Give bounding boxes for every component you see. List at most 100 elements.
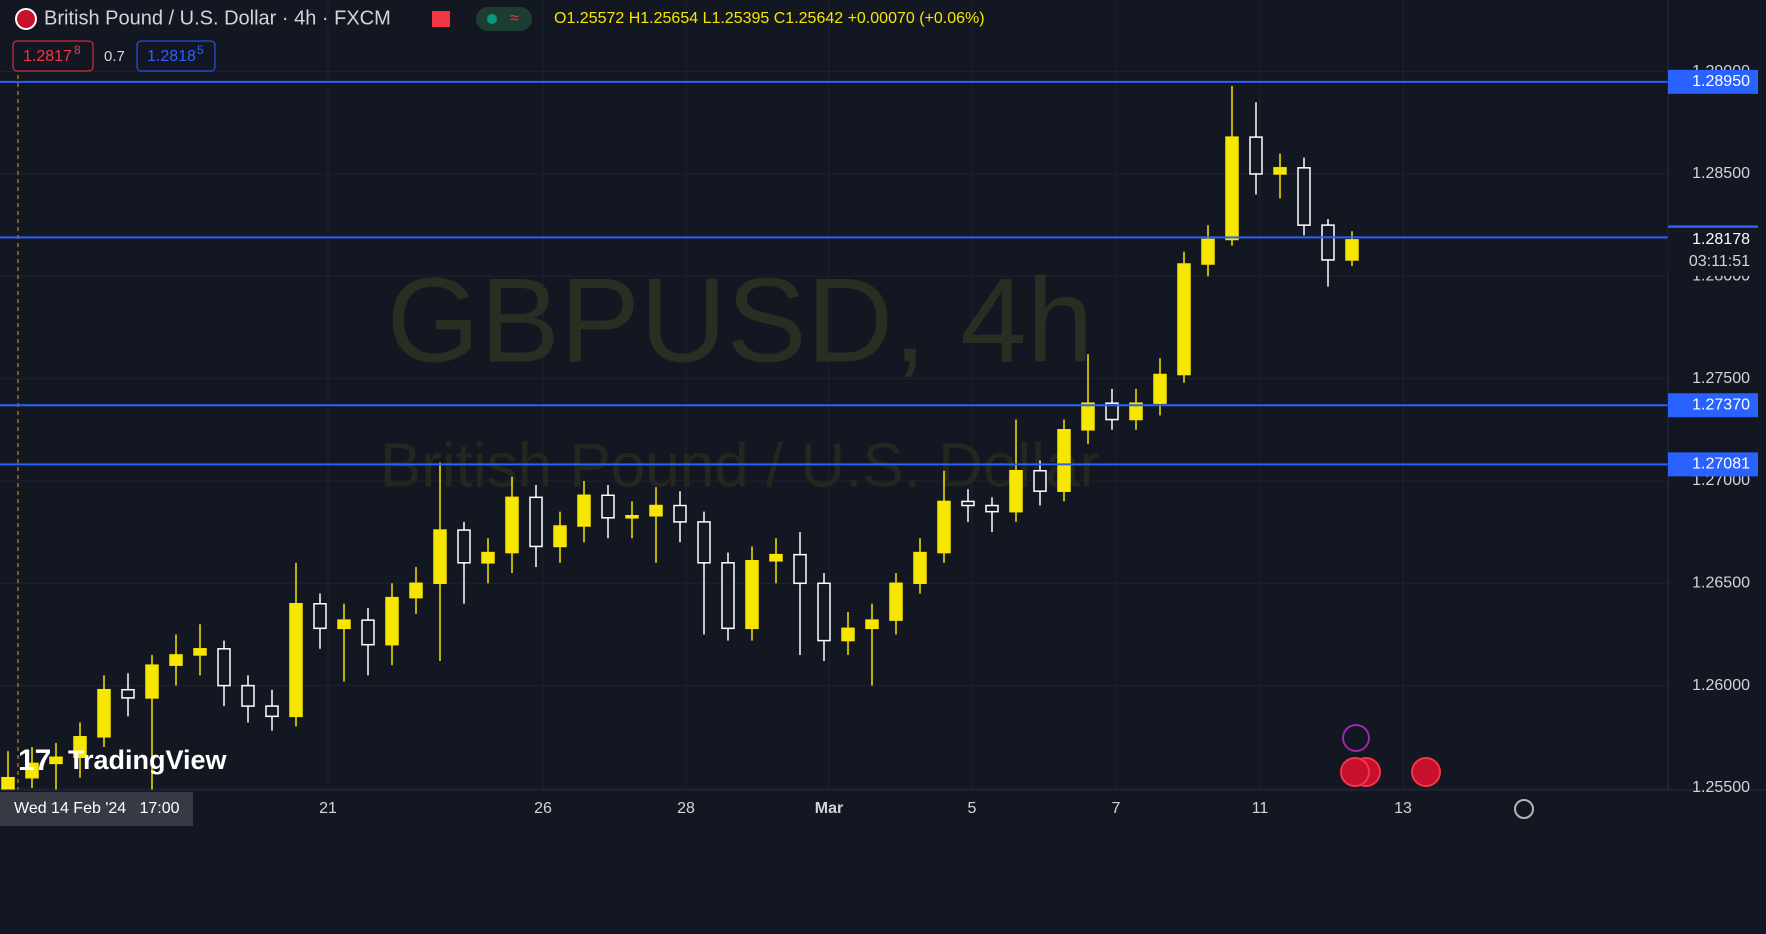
event-icon[interactable]: [1340, 757, 1370, 787]
buy-price[interactable]: 1.2818: [147, 48, 196, 65]
candle-body: [1345, 239, 1359, 261]
sell-price[interactable]: 1.2817: [23, 48, 72, 65]
symbol-title[interactable]: British Pound / U.S. Dollar · 4h · FXCM: [44, 7, 391, 29]
level-price-tag: [1668, 452, 1758, 477]
event-icon[interactable]: [1411, 757, 1441, 787]
level-price-tag: [1668, 393, 1758, 418]
candle-body: [1153, 373, 1167, 404]
candle-body: [985, 504, 999, 513]
candle-body: [697, 521, 711, 564]
market-closed-icon: [432, 11, 450, 27]
levels: [0, 80, 1668, 466]
candle-body: [1129, 402, 1143, 421]
time-axis-bg: [0, 790, 1766, 934]
candle-body: [745, 560, 759, 630]
candle-body: [793, 553, 807, 585]
watermark: GBPUSD, 4h: [387, 254, 1094, 388]
y-tick-label: 1.26000: [1692, 677, 1750, 694]
level-price-label: 1.28950: [1692, 73, 1750, 90]
candle-body: [1249, 136, 1263, 175]
candle-body: [457, 529, 471, 564]
candle-body: [505, 496, 519, 554]
status-wave: ≈: [510, 10, 519, 27]
candle-body: [529, 496, 543, 548]
sell-pip[interactable]: 8: [74, 43, 81, 57]
x-tick-label: Mar: [815, 800, 843, 817]
candle-body: [169, 654, 183, 666]
candle-body: [625, 515, 639, 519]
candle-body: [841, 627, 855, 642]
flag-icon: [15, 8, 37, 30]
x-tick-label: 28: [677, 800, 695, 817]
candle-body: [1105, 402, 1119, 421]
x-tick-label: 7: [1112, 800, 1121, 817]
candle-body: [817, 582, 831, 642]
crosshair-time-tag: [0, 792, 193, 826]
candle-body: [769, 553, 783, 562]
candle-body: [1273, 167, 1287, 175]
level-price-label: 1.27081: [1692, 456, 1750, 473]
candle-body: [721, 562, 735, 630]
candle-body: [121, 688, 135, 699]
spread: 0.7: [104, 48, 125, 65]
y-tick-label: 1.28500: [1692, 165, 1750, 182]
settings-icon[interactable]: [1514, 799, 1534, 819]
y-tick-label: 1.27000: [1692, 472, 1750, 489]
candle-body: [217, 648, 231, 687]
candle-body: [865, 619, 879, 630]
x-tick-label: 21: [319, 800, 337, 817]
candle-body: [1297, 167, 1311, 226]
candles: [1, 85, 1359, 809]
candle-body: [1201, 238, 1215, 265]
candle-body: [913, 551, 927, 585]
candle-body: [97, 688, 111, 738]
candle-body: [385, 596, 399, 646]
y-tick-label: 1.25500: [1692, 779, 1750, 796]
candle-body: [361, 619, 375, 646]
candle-body: [1009, 469, 1023, 513]
buy-button[interactable]: [136, 40, 216, 72]
candle-body: [73, 736, 87, 759]
level-price-label: 1.27370: [1692, 396, 1750, 413]
level-price-tag: [1668, 69, 1758, 94]
ohlc-values: O1.25572 H1.25654 L1.25395 C1.25642 +0.0…: [554, 10, 985, 27]
candle-body: [409, 582, 423, 599]
candle-body: [313, 603, 327, 630]
candle-body: [1177, 263, 1191, 376]
candle-body: [673, 504, 687, 523]
x-tick-label: 26: [534, 800, 552, 817]
last-price-label: 1.28178: [1692, 231, 1750, 248]
x-tick-label: 13: [1394, 800, 1412, 817]
x-tick-label: 11: [1252, 800, 1269, 817]
candle-body: [265, 705, 279, 718]
x-tick-label: 5: [968, 800, 977, 817]
crosshair-time-label: Wed 14 Feb '24 17:00: [14, 800, 180, 817]
candle-body: [1033, 469, 1047, 492]
candle-body: [937, 500, 951, 554]
candle-body: [241, 684, 255, 707]
candle-body: [337, 619, 351, 630]
candle-body: [601, 494, 615, 519]
watermark-sub: British Pound / U.S. Dollar: [380, 431, 1100, 500]
y-tick-label: 1.26500: [1692, 575, 1750, 592]
logo-mark: 17: [18, 744, 51, 777]
y-tick-label: 1.27500: [1692, 370, 1750, 387]
sell-button[interactable]: [12, 40, 94, 72]
last-price-tag: [1668, 227, 1758, 276]
candle-body: [649, 504, 663, 517]
candle-body: [49, 756, 63, 765]
candle-body: [433, 529, 447, 585]
candle-body: [577, 494, 591, 527]
buy-pip[interactable]: 5: [197, 43, 204, 57]
status-pill: [476, 7, 532, 31]
candle-body: [1081, 402, 1095, 431]
candle-body: [553, 525, 567, 548]
candle-body: [289, 603, 303, 718]
logo[interactable]: TradingView: [68, 745, 228, 775]
candle-body: [1321, 224, 1335, 261]
event-icon[interactable]: [1342, 724, 1370, 752]
grid: [0, 0, 1668, 790]
